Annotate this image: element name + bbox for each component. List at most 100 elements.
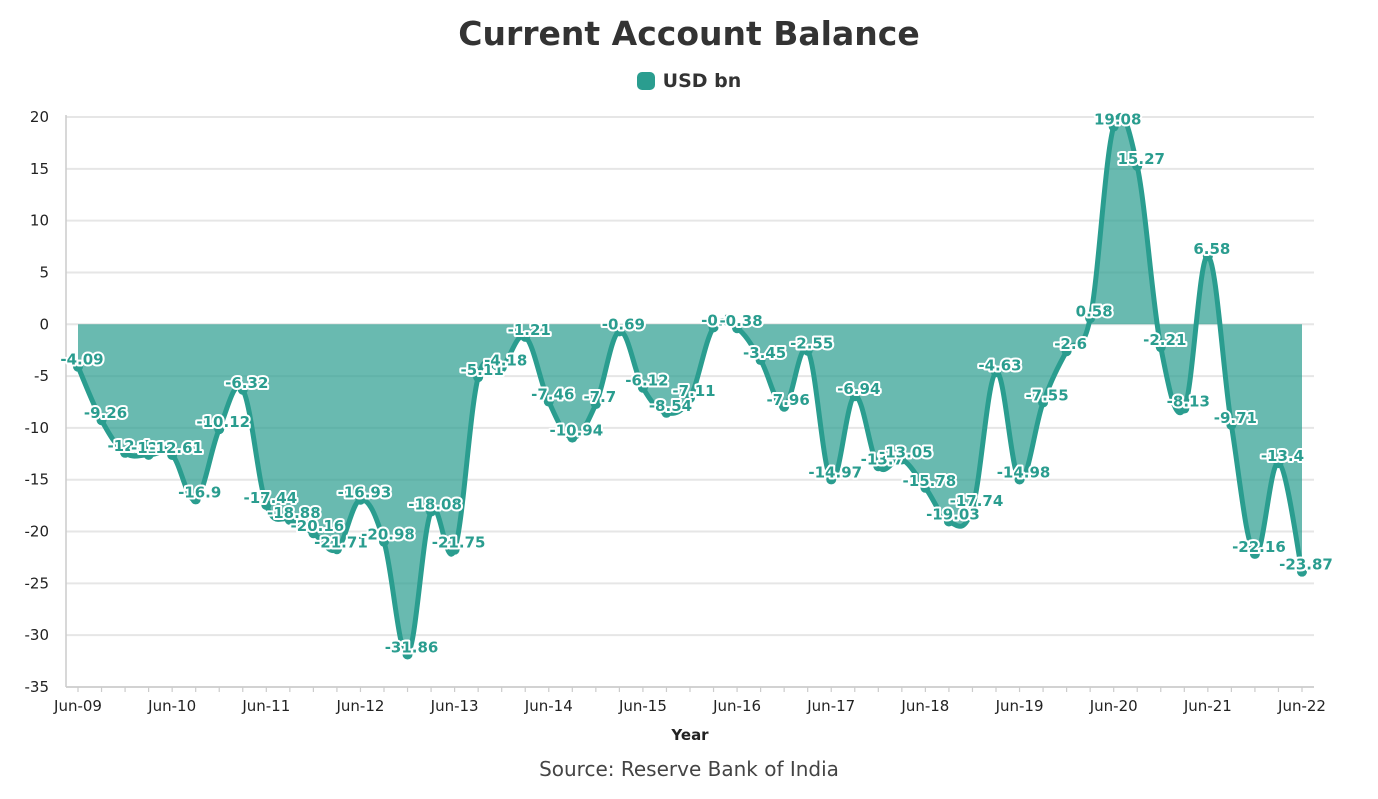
data-label: -8.54: [649, 397, 692, 415]
data-point: [1155, 342, 1166, 353]
data-label: -12.4: [107, 437, 150, 455]
data-label: -31.86: [385, 638, 439, 656]
data-label: -0.3: [701, 311, 734, 329]
y-tick-label: 5: [39, 263, 49, 281]
data-label: -4.63: [978, 356, 1021, 374]
data-point: [802, 345, 813, 356]
data-label: 19.08: [1094, 111, 1141, 129]
data-label: -18.88: [267, 504, 321, 522]
source-note: Source: Reserve Bank of India: [539, 757, 839, 781]
x-tick-label: Jun-21: [1183, 697, 1232, 715]
data-label: -10.94: [549, 422, 603, 440]
data-labels: -4.09 -9.26 -12.4-12.6-12.61 -16.9 -10.12 -6.…: [58, 109, 1334, 659]
y-tick-label: -10: [25, 419, 50, 437]
data-point: [779, 401, 790, 412]
y-tick-label: -15: [25, 471, 50, 489]
y-tick-label: 20: [30, 108, 49, 126]
legend-swatch-icon: [636, 72, 655, 90]
data-point: [1297, 566, 1307, 577]
data-label: -7.55: [1025, 387, 1068, 405]
data-label: 6.58: [1193, 240, 1230, 258]
x-tick-label: Jun-19: [995, 697, 1044, 715]
data-point: [920, 482, 931, 493]
line-path: [75, 112, 1305, 657]
data-label: -18.08: [408, 496, 462, 514]
data-point: [1014, 474, 1025, 485]
data-point: [1273, 458, 1284, 469]
data-label: -12.61: [149, 439, 203, 457]
data-point: [449, 544, 460, 555]
data-point: [143, 449, 154, 460]
data-label: -13.7: [861, 450, 904, 468]
x-tick-label: Jun-15: [618, 697, 667, 715]
x-axis-title: Year: [670, 726, 709, 744]
data-point: [590, 399, 601, 410]
series-line: [75, 112, 1305, 657]
data-label: -14.98: [997, 464, 1051, 482]
data-point: [732, 323, 743, 334]
data-point: [1226, 419, 1237, 430]
data-point: [331, 544, 342, 555]
data-label: -21.71: [314, 533, 368, 551]
x-tick-label: Jun-20: [1089, 697, 1138, 715]
data-point: [873, 461, 884, 472]
x-tick-label: Jun-09: [53, 697, 102, 715]
data-point: [167, 449, 178, 460]
data-label: -7.7: [583, 388, 616, 406]
data-label: -21.75: [432, 534, 486, 552]
y-tick-label: 0: [39, 315, 49, 333]
data-label: -4.09: [60, 351, 103, 369]
y-tick-label: -35: [25, 678, 50, 696]
data-label: 15.27: [1118, 150, 1165, 168]
data-point: [96, 415, 107, 426]
data-label: -0.38: [719, 312, 762, 330]
x-tick-label: Jun-10: [147, 697, 196, 715]
data-point: [520, 331, 531, 342]
legend-label: USD bn: [662, 70, 742, 92]
data-point: [826, 474, 837, 485]
data-label: -4.18: [484, 352, 527, 370]
data-label: -7.96: [767, 391, 810, 409]
legend[interactable]: USD bn: [0, 70, 1378, 92]
data-point: [543, 396, 554, 407]
data-label: -2.55: [790, 335, 833, 353]
data-point: [496, 362, 507, 373]
data-point: [1038, 397, 1049, 408]
data-label: -9.71: [1214, 409, 1257, 427]
x-tick-label: Jun-22: [1277, 697, 1326, 715]
data-label: -8.13: [1167, 393, 1210, 411]
y-tick-label: -20: [25, 523, 50, 541]
data-label: -14.97: [808, 463, 862, 481]
data-point: [426, 506, 437, 517]
data-label: -6.32: [225, 374, 268, 392]
data-point: [379, 536, 389, 547]
data-label: -16.93: [338, 484, 392, 502]
data-point: [402, 649, 413, 660]
data-point: [214, 424, 225, 435]
data-point: [308, 528, 319, 539]
y-tick-label: -25: [25, 574, 50, 592]
data-label: -10.12: [196, 413, 250, 431]
data-point: [967, 503, 978, 514]
chart-title: Current Account Balance: [458, 14, 920, 53]
data-label: -23.87: [1279, 556, 1333, 574]
data-label: -16.9: [178, 483, 221, 501]
data-label: 0.58: [1076, 302, 1113, 320]
data-point: [685, 392, 695, 403]
area-fill: [78, 115, 1302, 655]
data-point: [567, 432, 578, 443]
data-point: [1179, 403, 1190, 414]
data-point: [755, 355, 766, 366]
data-point: [661, 407, 672, 418]
data-point: [1061, 346, 1072, 357]
data-label: -0.69: [602, 315, 645, 333]
data-label: -17.74: [950, 492, 1004, 510]
data-label: -6.12: [625, 372, 668, 390]
data-label: -9.26: [84, 404, 127, 422]
data-point: [1249, 548, 1260, 559]
data-label: -12.6: [131, 439, 174, 457]
data-point: [943, 516, 954, 527]
data-point: [896, 454, 907, 465]
x-tick-label: Jun-16: [712, 697, 761, 715]
data-point: [614, 326, 625, 337]
